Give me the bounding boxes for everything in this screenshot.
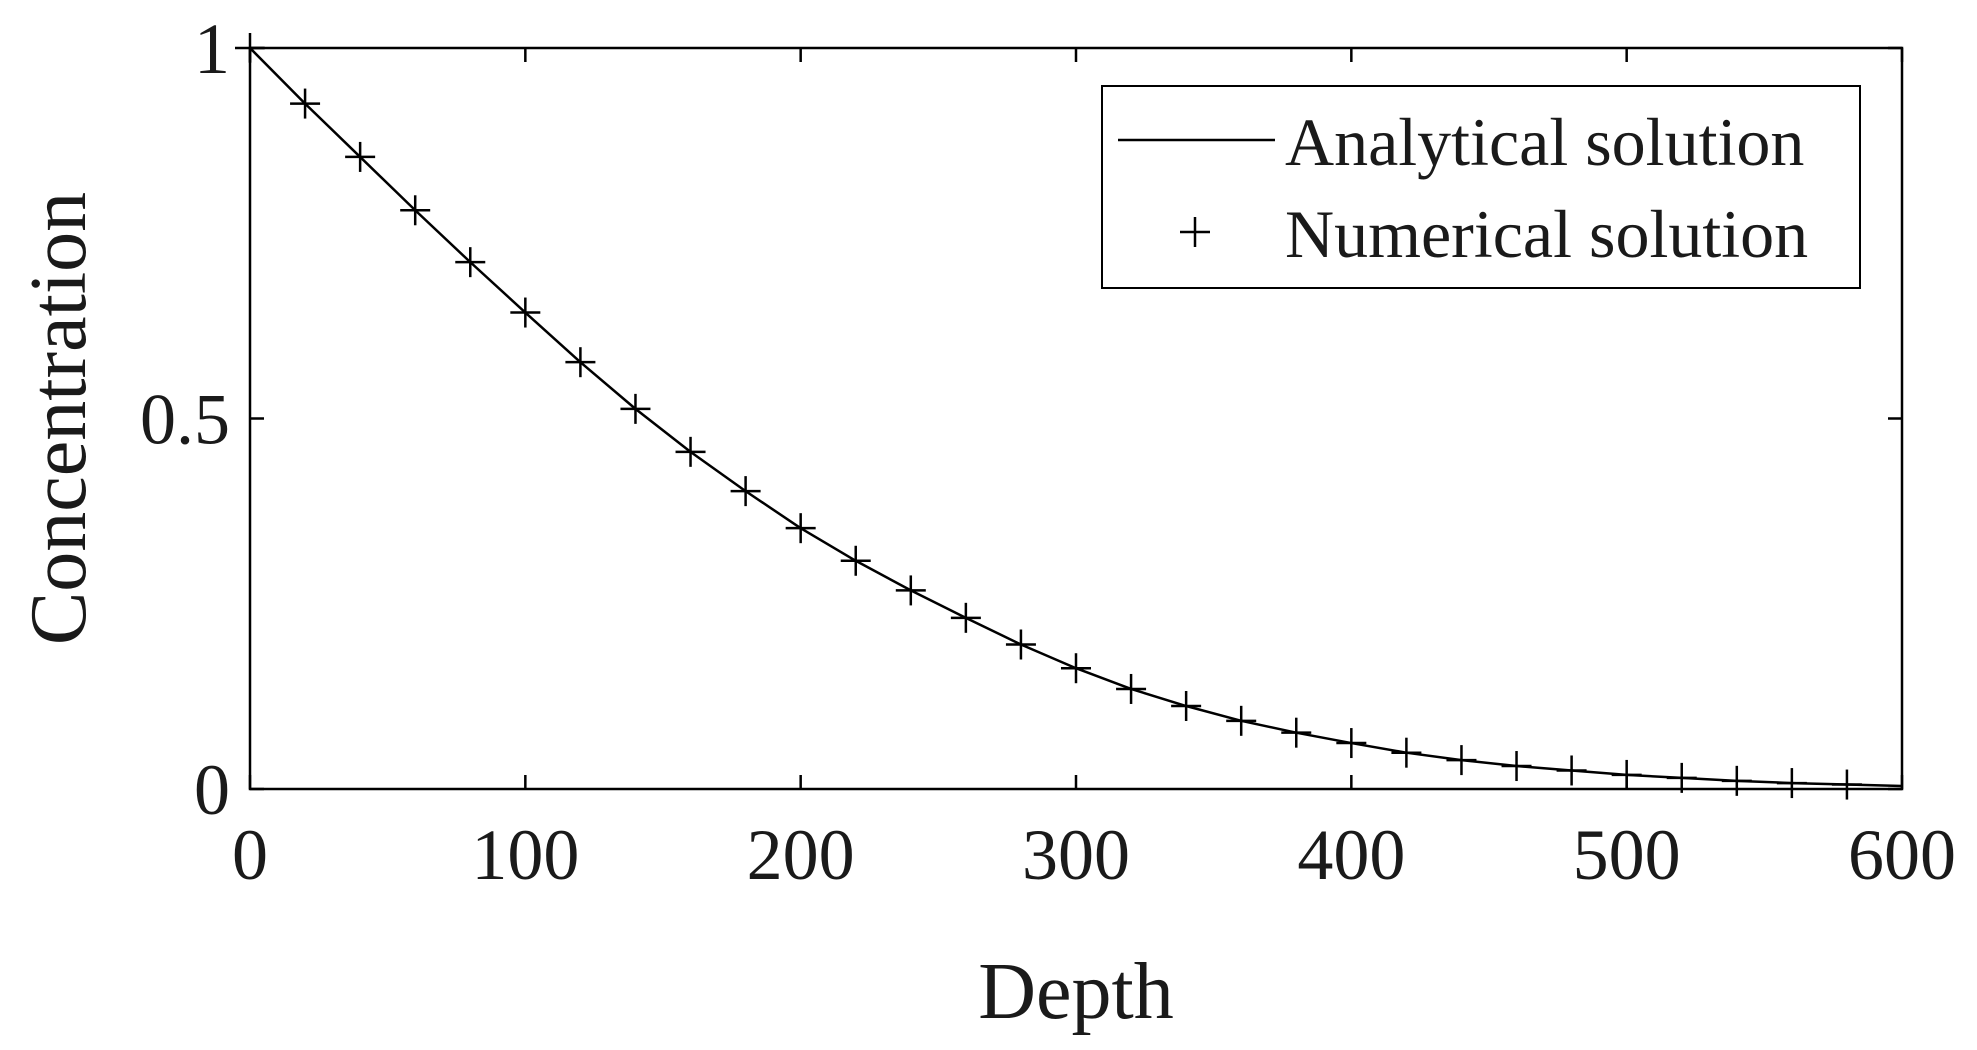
- x-tick-label: 0: [232, 815, 268, 895]
- data-point-numerical: [290, 88, 321, 119]
- data-point-numerical: [1776, 768, 1807, 799]
- data-point-numerical: [730, 476, 761, 507]
- y-axis-ticks: 00.51: [140, 9, 1902, 830]
- data-point-numerical: [565, 347, 596, 378]
- x-tick-label: 500: [1573, 815, 1681, 895]
- x-tick-label: 400: [1297, 815, 1405, 895]
- y-tick-label: 0.5: [140, 380, 230, 460]
- data-point-numerical: [1666, 762, 1697, 793]
- data-point-numerical: [1556, 755, 1587, 786]
- data-point-numerical: [1226, 705, 1257, 736]
- data-point-numerical: [510, 297, 541, 328]
- legend: Analytical solution Numerical solution: [1101, 85, 1861, 289]
- x-tick-label: 300: [1022, 815, 1130, 895]
- data-point-numerical: [1446, 745, 1477, 776]
- x-axis-label: Depth: [978, 948, 1174, 1036]
- x-tick-label: 600: [1848, 815, 1956, 895]
- data-point-numerical: [1061, 653, 1091, 684]
- series-layer: [235, 33, 1903, 800]
- legend-label-analytical: Analytical solution: [1285, 104, 1804, 180]
- data-point-numerical: [1721, 765, 1752, 796]
- x-tick-label: 100: [471, 815, 579, 895]
- data-point-numerical: [1281, 717, 1312, 748]
- data-point-numerical: [235, 33, 265, 63]
- legend-plus-marker: [1180, 217, 1210, 247]
- data-point-numerical: [400, 195, 431, 226]
- x-tick-label: 200: [747, 815, 855, 895]
- data-point-numerical: [620, 393, 651, 424]
- data-point-numerical: [1831, 769, 1862, 800]
- data-point-numerical: [1005, 629, 1036, 660]
- data-point-numerical: [1171, 691, 1202, 722]
- data-point-numerical: [1391, 737, 1422, 768]
- y-tick-label: 1: [194, 9, 230, 89]
- legend-box: [1101, 85, 1861, 289]
- data-point-numerical: [345, 141, 376, 172]
- data-point-numerical: [840, 545, 871, 576]
- y-tick-label: 0: [194, 750, 230, 830]
- data-point-numerical: [785, 513, 816, 544]
- data-point-numerical: [1611, 759, 1642, 790]
- data-point-numerical: [895, 575, 926, 606]
- data-point-numerical: [1501, 751, 1532, 782]
- y-axis-label: Concentration: [15, 192, 103, 645]
- legend-label-numerical: Numerical solution: [1285, 196, 1808, 272]
- x-axis-ticks: 0 100 200 300 400 500 600: [232, 48, 1956, 895]
- data-point-numerical: [455, 247, 486, 278]
- data-point-numerical: [1336, 728, 1367, 759]
- data-point-numerical: [1116, 673, 1147, 704]
- data-point-numerical: [675, 436, 706, 467]
- data-point-numerical: [950, 602, 981, 633]
